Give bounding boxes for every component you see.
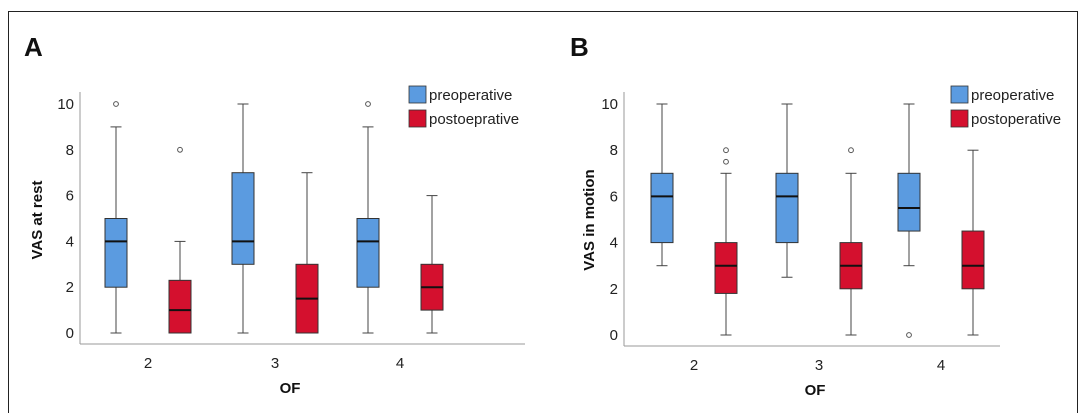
box-post-4 xyxy=(420,195,444,334)
y-axis-title: VAS in motion xyxy=(581,169,598,270)
outlier-point xyxy=(113,101,119,107)
iqr-box xyxy=(231,172,255,265)
box-post-2 xyxy=(168,146,192,334)
box-pre-2 xyxy=(650,103,674,267)
y-tick-label: 2 xyxy=(66,279,74,296)
panel-b: B 0 2 4 6 8 10 2 3 4 OF VAS in motion preoperative po… xyxy=(570,32,1061,399)
outlier-point xyxy=(848,147,854,154)
y-tick-label: 8 xyxy=(610,142,618,159)
panel-letter: A xyxy=(24,32,43,62)
outlier-point xyxy=(723,147,729,154)
y-tick-label: 2 xyxy=(610,281,618,298)
legend-label: postoperative xyxy=(971,111,1061,128)
iqr-box xyxy=(650,172,674,244)
y-tick-label: 6 xyxy=(610,188,618,205)
panel-a: A 0 2 4 6 8 10 2 3 4 OF VAS at rest preoperative post… xyxy=(24,32,525,397)
box-post-4 xyxy=(961,149,985,336)
box-pre-3 xyxy=(231,103,255,334)
x-tick-label: 2 xyxy=(144,355,152,372)
box-post-3 xyxy=(839,147,863,336)
y-tick-label: 4 xyxy=(610,235,618,252)
x-axis-title: OF xyxy=(280,380,301,397)
legend-swatch xyxy=(408,109,427,128)
legend-label: preoperative xyxy=(971,87,1054,104)
iqr-box xyxy=(775,172,799,244)
y-tick-label: 10 xyxy=(601,96,618,113)
x-tick-label: 3 xyxy=(815,357,823,374)
box-post-3 xyxy=(295,172,319,334)
legend: preoperative postoeprative xyxy=(408,85,519,128)
box-pre-4 xyxy=(356,101,380,334)
x-tick-label: 3 xyxy=(271,355,279,372)
iqr-box xyxy=(897,172,921,232)
iqr-box xyxy=(961,230,985,290)
y-tick-label: 6 xyxy=(66,188,74,205)
outlier-point xyxy=(906,332,912,338)
panel-letter: B xyxy=(570,32,589,62)
box-pre-3 xyxy=(775,103,799,278)
legend-swatch xyxy=(408,85,427,104)
iqr-box xyxy=(168,279,192,334)
iqr-box xyxy=(356,218,380,288)
box-post-2 xyxy=(714,147,738,336)
y-tick-label: 10 xyxy=(57,96,74,113)
x-tick-label: 2 xyxy=(690,357,698,374)
legend-label: preoperative xyxy=(429,87,512,104)
y-tick-label: 0 xyxy=(610,327,618,344)
legend: preoperative postoperative xyxy=(950,85,1061,128)
box-pre-4 xyxy=(897,103,921,338)
outlier-point xyxy=(723,158,729,165)
legend-swatch xyxy=(950,109,969,128)
legend-label: postoeprative xyxy=(429,111,519,128)
y-tick-label: 4 xyxy=(66,233,74,250)
y-tick-label: 8 xyxy=(66,142,74,159)
x-tick-label: 4 xyxy=(396,355,404,372)
y-axis-title: VAS at rest xyxy=(29,181,46,260)
outlier-point xyxy=(177,146,183,153)
box-pre-2 xyxy=(104,101,128,334)
iqr-box xyxy=(104,218,128,288)
figure-frame xyxy=(8,11,1078,413)
x-tick-label: 4 xyxy=(937,357,945,374)
iqr-box xyxy=(714,242,738,294)
x-axis-title: OF xyxy=(805,382,826,399)
outlier-point xyxy=(365,101,371,107)
legend-swatch xyxy=(950,85,969,104)
y-tick-label: 0 xyxy=(66,325,74,342)
